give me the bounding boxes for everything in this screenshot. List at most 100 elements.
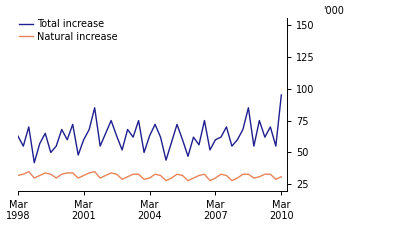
Total increase — [191, 136, 196, 138]
Total increase — [208, 148, 212, 151]
Total increase — [27, 126, 31, 128]
Total increase — [54, 145, 59, 148]
Natural increase — [37, 174, 42, 177]
Natural increase — [32, 177, 37, 179]
Natural increase — [262, 173, 267, 175]
Natural increase — [268, 173, 273, 175]
Total increase — [37, 142, 42, 145]
Natural increase — [59, 173, 64, 175]
Natural increase — [98, 177, 102, 179]
Natural increase — [81, 174, 86, 177]
Total increase — [21, 145, 26, 148]
Natural increase — [219, 173, 224, 175]
Natural increase — [246, 173, 251, 175]
Natural increase — [147, 177, 152, 179]
Natural increase — [197, 174, 201, 177]
Natural increase — [120, 178, 125, 181]
Total increase — [43, 132, 48, 135]
Natural increase — [70, 172, 75, 174]
Natural increase — [180, 174, 185, 177]
Natural increase — [21, 173, 26, 175]
Natural increase — [235, 177, 240, 179]
Natural increase — [65, 172, 69, 174]
Natural increase — [224, 174, 229, 177]
Total increase — [142, 151, 146, 154]
Total increase — [147, 135, 152, 137]
Natural increase — [136, 173, 141, 175]
Total increase — [251, 145, 256, 148]
Total increase — [262, 136, 267, 138]
Natural increase — [202, 173, 207, 175]
Natural increase — [213, 177, 218, 179]
Natural increase — [191, 177, 196, 179]
Line: Total increase: Total increase — [18, 95, 281, 163]
Total increase — [158, 136, 163, 138]
Total increase — [229, 145, 234, 148]
Total increase — [32, 161, 37, 164]
Natural increase — [241, 173, 245, 175]
Total increase — [59, 128, 64, 131]
Natural increase — [15, 174, 20, 177]
Natural increase — [109, 172, 114, 174]
Natural increase — [87, 172, 92, 174]
Total increase — [120, 148, 125, 151]
Natural increase — [153, 173, 158, 175]
Natural increase — [54, 177, 59, 179]
Total increase — [87, 128, 92, 131]
Total increase — [180, 138, 185, 141]
Total increase — [219, 136, 224, 138]
Total increase — [125, 128, 130, 131]
Natural increase — [92, 170, 97, 173]
Natural increase — [169, 177, 174, 179]
Total increase — [153, 123, 158, 126]
Total increase — [98, 145, 102, 148]
Total increase — [114, 135, 119, 137]
Total increase — [279, 94, 284, 96]
Line: Natural increase: Natural increase — [18, 172, 281, 181]
Natural increase — [164, 179, 168, 182]
Total increase — [186, 155, 191, 158]
Total increase — [241, 128, 245, 131]
Total increase — [65, 138, 69, 141]
Total increase — [164, 159, 168, 162]
Total increase — [109, 119, 114, 122]
Natural increase — [279, 175, 284, 178]
Natural increase — [274, 178, 278, 181]
Natural increase — [103, 174, 108, 177]
Total increase — [202, 119, 207, 122]
Total increase — [169, 141, 174, 144]
Total increase — [76, 154, 81, 156]
Total increase — [274, 145, 278, 148]
Total increase — [246, 106, 251, 109]
Natural increase — [142, 178, 146, 181]
Total increase — [92, 106, 97, 109]
Text: '000: '000 — [323, 5, 344, 16]
Total increase — [224, 126, 229, 128]
Natural increase — [175, 173, 179, 175]
Total increase — [197, 143, 201, 146]
Total increase — [136, 119, 141, 122]
Total increase — [268, 126, 273, 128]
Total increase — [213, 138, 218, 141]
Natural increase — [251, 177, 256, 179]
Total increase — [81, 138, 86, 141]
Total increase — [15, 135, 20, 137]
Total increase — [175, 123, 179, 126]
Natural increase — [257, 175, 262, 178]
Natural increase — [27, 170, 31, 173]
Natural increase — [229, 179, 234, 182]
Natural increase — [125, 175, 130, 178]
Total increase — [70, 123, 75, 126]
Legend: Total increase, Natural increase: Total increase, Natural increase — [19, 19, 118, 42]
Natural increase — [48, 173, 53, 175]
Total increase — [48, 151, 53, 154]
Total increase — [103, 132, 108, 135]
Natural increase — [208, 179, 212, 182]
Total increase — [257, 119, 262, 122]
Natural increase — [186, 179, 191, 182]
Natural increase — [76, 177, 81, 179]
Total increase — [235, 138, 240, 141]
Natural increase — [131, 173, 135, 175]
Natural increase — [114, 173, 119, 175]
Natural increase — [158, 174, 163, 177]
